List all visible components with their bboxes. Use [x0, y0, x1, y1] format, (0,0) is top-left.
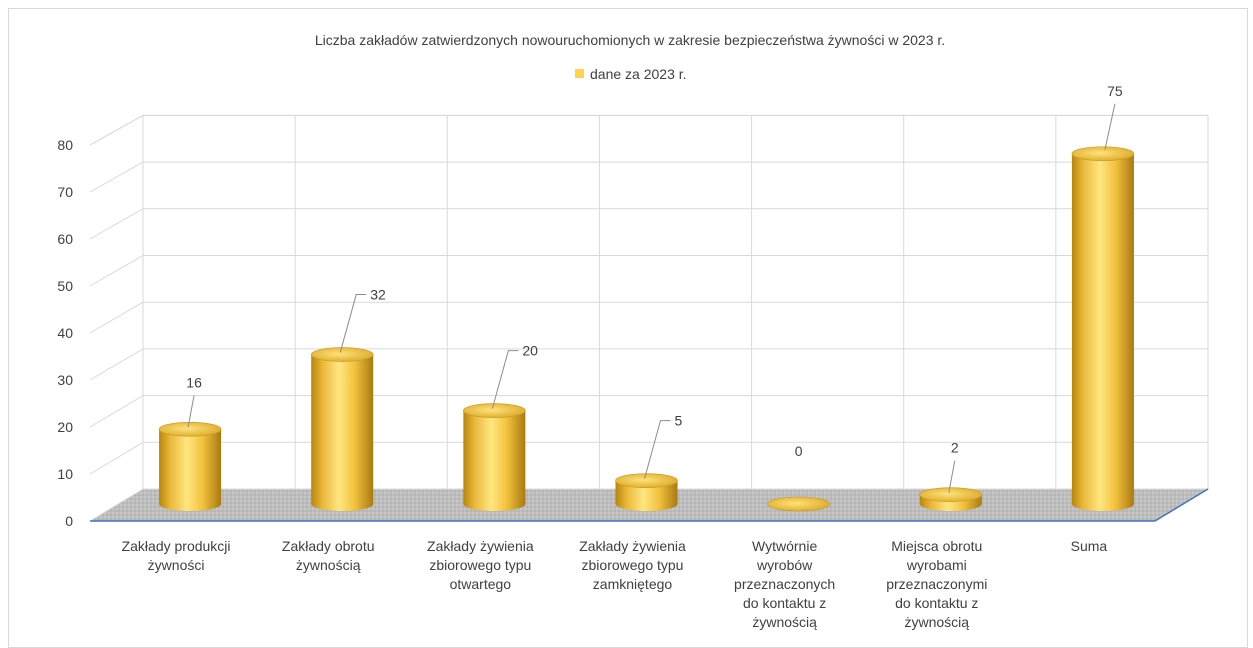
leader-line [644, 420, 671, 479]
y-tick-label: 20 [57, 419, 73, 435]
category-label-line: Suma [1071, 538, 1108, 554]
side-gridline [89, 441, 144, 475]
category-label-line: żywnością [904, 614, 969, 630]
category-label-line: przeznaczonymi [886, 576, 987, 592]
side-gridline [89, 255, 144, 287]
category-label-line: zbiorowego typu [582, 557, 684, 573]
category-label: Wytwórnie wyrobów przeznaczonych do kontakt… [734, 538, 835, 630]
data-label: 16 [186, 374, 202, 428]
side-gridline [89, 301, 144, 334]
side-gridline [89, 348, 144, 381]
y-tick-label: 40 [57, 325, 73, 341]
category-label-line: otwartego [450, 576, 512, 592]
category-label: Suma [1071, 538, 1108, 554]
bar-top [158, 421, 222, 437]
legend-label: dane za 2023 r. [590, 66, 687, 82]
data-label: 75 [1104, 83, 1123, 150]
data-label-text: 20 [522, 343, 538, 359]
bar [463, 403, 526, 511]
bar-top [615, 473, 678, 488]
y-tick-label: 60 [57, 231, 73, 247]
data-label-text: 32 [370, 287, 386, 303]
data-label: 20 [491, 343, 538, 409]
y-tick-label: 10 [57, 466, 73, 482]
bar [767, 496, 830, 512]
bar [615, 473, 678, 511]
legend-swatch [575, 69, 584, 78]
data-label-text: 0 [795, 443, 803, 459]
category-label-line: Miejsca obrotu [891, 538, 982, 554]
bar-top [767, 496, 830, 512]
side-gridline [89, 488, 144, 522]
leader-line [187, 395, 195, 428]
category-label-line: zamkniętego [593, 576, 673, 592]
category-label: Miejsca obrotu wyrobami przeznaczonymi do k… [886, 538, 987, 630]
y-tick-label: 80 [57, 137, 73, 153]
bar-body [463, 410, 526, 511]
leader-line [948, 460, 956, 493]
category-label: Zakłady żywienia zbiorowego typu zamknięte… [579, 538, 686, 592]
category-label-line: Zakłady żywienia [579, 538, 686, 554]
y-tick-label: 30 [57, 372, 73, 388]
bar [158, 421, 222, 511]
bar-body [311, 354, 374, 511]
side-gridline [89, 208, 144, 240]
y-tick-label: 50 [57, 278, 73, 294]
data-label-text: 16 [186, 374, 202, 390]
category-label-line: przeznaczonych [734, 576, 835, 592]
category-label-line: do kontaktu z [895, 595, 978, 611]
category-label-line: Zakłady żywienia [427, 538, 534, 554]
data-label-text: 5 [675, 413, 683, 429]
legend: dane za 2023 r. [575, 66, 687, 82]
bars [158, 146, 1135, 512]
bar-top [310, 347, 374, 362]
category-label: Zakłady obrotu żywnością [282, 538, 375, 573]
bar-body [1071, 153, 1134, 511]
data-labels: 16 32 20 5 0 2 75 [186, 83, 1123, 493]
leader-line [1104, 103, 1116, 150]
chart-title: Liczba zakładów zatwierdzonych nowouruch… [315, 32, 945, 48]
data-label: 32 [339, 287, 386, 353]
category-label-line: zbiorowego typu [429, 557, 531, 573]
bar-body [159, 429, 222, 511]
bar-top [1071, 146, 1135, 162]
category-label-line: Zakłady obrotu [282, 538, 375, 554]
chart-frame [8, 8, 1248, 648]
bar-chart: Liczba zakładów zatwierdzonych nowouruch… [57, 32, 1209, 630]
x-axis-depth-line [1154, 488, 1209, 522]
category-label: Zakłady żywienia zbiorowego typu otwartego [427, 538, 534, 592]
category-label-line: wyrobów [756, 557, 813, 573]
category-label-line: do kontaktu z [743, 595, 826, 611]
data-label: 2 [948, 440, 959, 493]
data-label: 0 [795, 443, 803, 459]
bar-top [463, 403, 526, 418]
bar [310, 347, 374, 511]
side-wall-edge [89, 114, 144, 146]
bar [1071, 146, 1135, 511]
y-tick-label: 0 [65, 513, 73, 529]
data-label: 5 [644, 413, 683, 479]
y-tick-label: 70 [57, 184, 73, 200]
category-label-line: żywnością [296, 557, 361, 573]
leader-line [491, 350, 519, 409]
category-labels: Zakłady produkcji żywności Zakłady obrotu ż… [122, 538, 1108, 630]
category-label-line: Wytwórnie [752, 538, 817, 554]
leader-line [339, 294, 367, 353]
plot-walls [89, 114, 1209, 522]
data-label-text: 75 [1107, 83, 1123, 99]
bar-top [919, 487, 983, 502]
side-gridline [89, 395, 144, 428]
bar [919, 487, 983, 511]
bar-body [615, 480, 678, 511]
category-label: Zakłady produkcji żywności [122, 538, 231, 573]
category-label-line: wyrobami [906, 557, 967, 573]
category-label-line: Zakłady produkcji [122, 538, 231, 554]
y-axis-ticks: 0 10 20 30 40 50 60 70 80 [57, 137, 73, 529]
data-label-text: 2 [951, 440, 959, 456]
side-gridline [89, 161, 144, 193]
category-label-line: żywności [148, 557, 205, 573]
category-label-line: żywnością [752, 614, 817, 630]
